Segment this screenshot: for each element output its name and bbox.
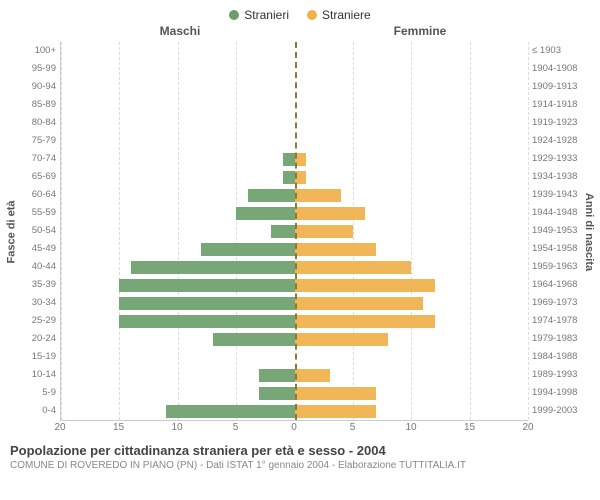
male-bar: [119, 279, 294, 292]
female-swatch: [307, 10, 317, 20]
x-tick: 5: [233, 422, 239, 433]
age-label: 80-84: [18, 114, 56, 132]
birth-year-label: 1954-1958: [532, 240, 582, 258]
male-bar: [166, 405, 294, 418]
x-tick: 15: [464, 422, 475, 433]
birth-year-label: ≤ 1903: [532, 42, 582, 60]
legend-male-label: Stranieri: [244, 8, 289, 22]
birth-year-label: 1924-1928: [532, 132, 582, 150]
x-tick: 20: [522, 422, 533, 433]
birth-year-label: 1999-2003: [532, 402, 582, 420]
age-label: 35-39: [18, 276, 56, 294]
age-label: 5-9: [18, 384, 56, 402]
age-label: 60-64: [18, 186, 56, 204]
header-male: Maschi: [60, 24, 300, 38]
center-divider: [295, 42, 297, 420]
legend-male: Stranieri: [229, 8, 289, 22]
age-label: 0-4: [18, 402, 56, 420]
footer: Popolazione per cittadinanza straniera p…: [0, 437, 600, 471]
y-axis-label-left: Fasce di età: [4, 42, 18, 421]
age-label: 100+: [18, 42, 56, 60]
x-tick: 0: [291, 422, 297, 433]
male-bar: [248, 189, 295, 202]
plot-area: [60, 42, 528, 421]
birth-year-label: 1974-1978: [532, 312, 582, 330]
birth-year-label: 1949-1953: [532, 222, 582, 240]
chart: Fasce di età 100+95-9990-9485-8980-8475-…: [0, 42, 600, 421]
header-female: Femmine: [300, 24, 540, 38]
column-headers: Maschi Femmine: [0, 24, 600, 38]
female-bar: [295, 189, 342, 202]
age-axis: 100+95-9990-9485-8980-8475-7970-7465-696…: [18, 42, 60, 421]
age-label: 20-24: [18, 330, 56, 348]
female-bar: [295, 261, 412, 274]
chart-subtitle: COMUNE DI ROVEREDO IN PIANO (PN) - Dati …: [10, 460, 590, 471]
birth-year-label: 1939-1943: [532, 186, 582, 204]
female-bar: [295, 225, 353, 238]
age-label: 10-14: [18, 366, 56, 384]
female-bar: [295, 279, 435, 292]
birth-year-label: 1964-1968: [532, 276, 582, 294]
birth-year-label: 1984-1988: [532, 348, 582, 366]
x-tick: 5: [350, 422, 356, 433]
birth-year-label: 1944-1948: [532, 204, 582, 222]
male-bar: [119, 315, 294, 328]
age-label: 65-69: [18, 168, 56, 186]
male-bar: [213, 333, 295, 346]
birth-year-label: 1904-1908: [532, 60, 582, 78]
birth-year-label: 1969-1973: [532, 294, 582, 312]
x-tick: 10: [405, 422, 416, 433]
birth-year-label: 1979-1983: [532, 330, 582, 348]
birth-year-label: 1989-1993: [532, 366, 582, 384]
birth-year-label: 1929-1933: [532, 150, 582, 168]
male-bar: [201, 243, 294, 256]
y-axis-label-right: Anni di nascita: [582, 42, 596, 421]
male-bar: [236, 207, 294, 220]
birth-year-label: 1994-1998: [532, 384, 582, 402]
age-label: 95-99: [18, 60, 56, 78]
x-tick: 15: [113, 422, 124, 433]
chart-title: Popolazione per cittadinanza straniera p…: [10, 443, 590, 458]
x-axis: 20 15 10 5 0 5 10 15 20: [0, 421, 600, 437]
legend-female: Straniere: [307, 8, 371, 22]
male-swatch: [229, 10, 239, 20]
age-label: 30-34: [18, 294, 56, 312]
age-label: 85-89: [18, 96, 56, 114]
male-bar: [271, 225, 294, 238]
male-bar: [119, 297, 294, 310]
legend: Stranieri Straniere: [0, 0, 600, 24]
age-label: 75-79: [18, 132, 56, 150]
birth-year-label: 1934-1938: [532, 168, 582, 186]
birth-year-axis: ≤ 19031904-19081909-19131914-19181919-19…: [528, 42, 582, 421]
age-label: 70-74: [18, 150, 56, 168]
birth-year-label: 1914-1918: [532, 96, 582, 114]
age-label: 25-29: [18, 312, 56, 330]
age-label: 90-94: [18, 78, 56, 96]
female-bar: [295, 315, 435, 328]
male-bar: [283, 171, 295, 184]
male-bar: [259, 387, 294, 400]
female-bar: [295, 405, 377, 418]
female-bar: [295, 297, 423, 310]
x-tick: 10: [171, 422, 182, 433]
gridline: [528, 42, 529, 420]
age-label: 55-59: [18, 204, 56, 222]
female-bar: [295, 207, 365, 220]
x-tick: 20: [54, 422, 65, 433]
age-label: 40-44: [18, 258, 56, 276]
age-label: 45-49: [18, 240, 56, 258]
age-label: 50-54: [18, 222, 56, 240]
female-bar: [295, 333, 388, 346]
age-label: 15-19: [18, 348, 56, 366]
male-bar: [131, 261, 294, 274]
female-bar: [295, 243, 377, 256]
birth-year-label: 1959-1963: [532, 258, 582, 276]
birth-year-label: 1909-1913: [532, 78, 582, 96]
female-bar: [295, 369, 330, 382]
male-bar: [259, 369, 294, 382]
female-bar: [295, 387, 377, 400]
legend-female-label: Straniere: [322, 8, 371, 22]
male-bar: [283, 153, 295, 166]
birth-year-label: 1919-1923: [532, 114, 582, 132]
